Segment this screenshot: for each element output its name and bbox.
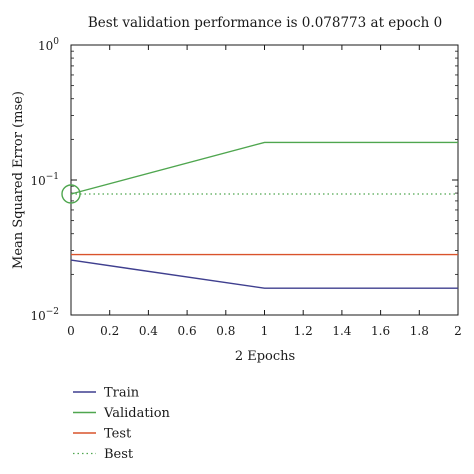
y-tick-label: 10−2 — [30, 307, 59, 323]
legend-label-best: Best — [104, 447, 134, 462]
legend-label-test: Test — [104, 427, 132, 442]
y-tick-exponent: 0 — [53, 37, 59, 47]
y-tick-base: 10 — [38, 39, 53, 53]
y-tick-base: 10 — [30, 174, 45, 188]
x-axis: 0 0.2 0.4 0.6 0.8 1 1.2 1.4 1.6 1.8 2 — [67, 45, 462, 338]
x-tick-label: 0.8 — [216, 324, 235, 338]
x-axis-label: 2 Epochs — [235, 349, 295, 364]
chart-title: Best validation performance is 0.078773 … — [88, 15, 442, 31]
series-line-validation — [70, 141, 458, 195]
y-tick-label: 10−1 — [30, 172, 59, 188]
y-tick-base: 10 — [30, 309, 45, 323]
plot-area-frame — [70, 44, 459, 316]
legend-label-validation: Validation — [103, 406, 171, 421]
legend-label-train: Train — [104, 386, 140, 401]
x-tick-label: 0 — [67, 324, 75, 338]
series-lines — [61, 141, 458, 289]
x-tick-label: 1.8 — [410, 324, 429, 338]
series-line-train — [70, 259, 458, 289]
x-tick-label: 0.2 — [100, 324, 119, 338]
best-epoch-marker — [61, 184, 81, 204]
x-tick-label: 0.6 — [178, 324, 197, 338]
x-tick-label: 1.2 — [294, 324, 313, 338]
x-tick-label: 1 — [261, 324, 269, 338]
x-tick-label: 0.4 — [139, 324, 158, 338]
x-tick-label: 1.6 — [371, 324, 390, 338]
x-tick-label: 2 — [454, 324, 462, 338]
y-axis-label: Mean Squared Error (mse) — [11, 91, 26, 269]
x-tick-label: 1.4 — [332, 324, 351, 338]
y-tick-exponent: −2 — [46, 307, 59, 317]
y-tick-label: 100 — [38, 37, 59, 53]
legend: Train Validation Test Best — [73, 386, 171, 462]
y-tick-exponent: −1 — [46, 172, 59, 182]
